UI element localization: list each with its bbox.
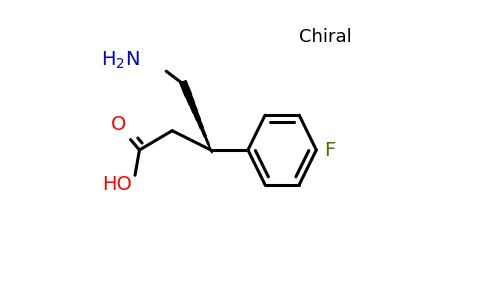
Text: F: F bbox=[324, 140, 335, 160]
Text: H$_2$N: H$_2$N bbox=[101, 50, 139, 71]
Text: O: O bbox=[111, 115, 126, 134]
Polygon shape bbox=[187, 97, 197, 113]
Polygon shape bbox=[183, 89, 195, 105]
Text: Chiral: Chiral bbox=[299, 28, 351, 46]
Polygon shape bbox=[206, 139, 212, 153]
Polygon shape bbox=[195, 114, 203, 129]
Polygon shape bbox=[202, 130, 209, 145]
Polygon shape bbox=[198, 122, 206, 137]
Polygon shape bbox=[191, 106, 200, 121]
Text: HO: HO bbox=[102, 175, 132, 194]
Polygon shape bbox=[180, 81, 192, 97]
